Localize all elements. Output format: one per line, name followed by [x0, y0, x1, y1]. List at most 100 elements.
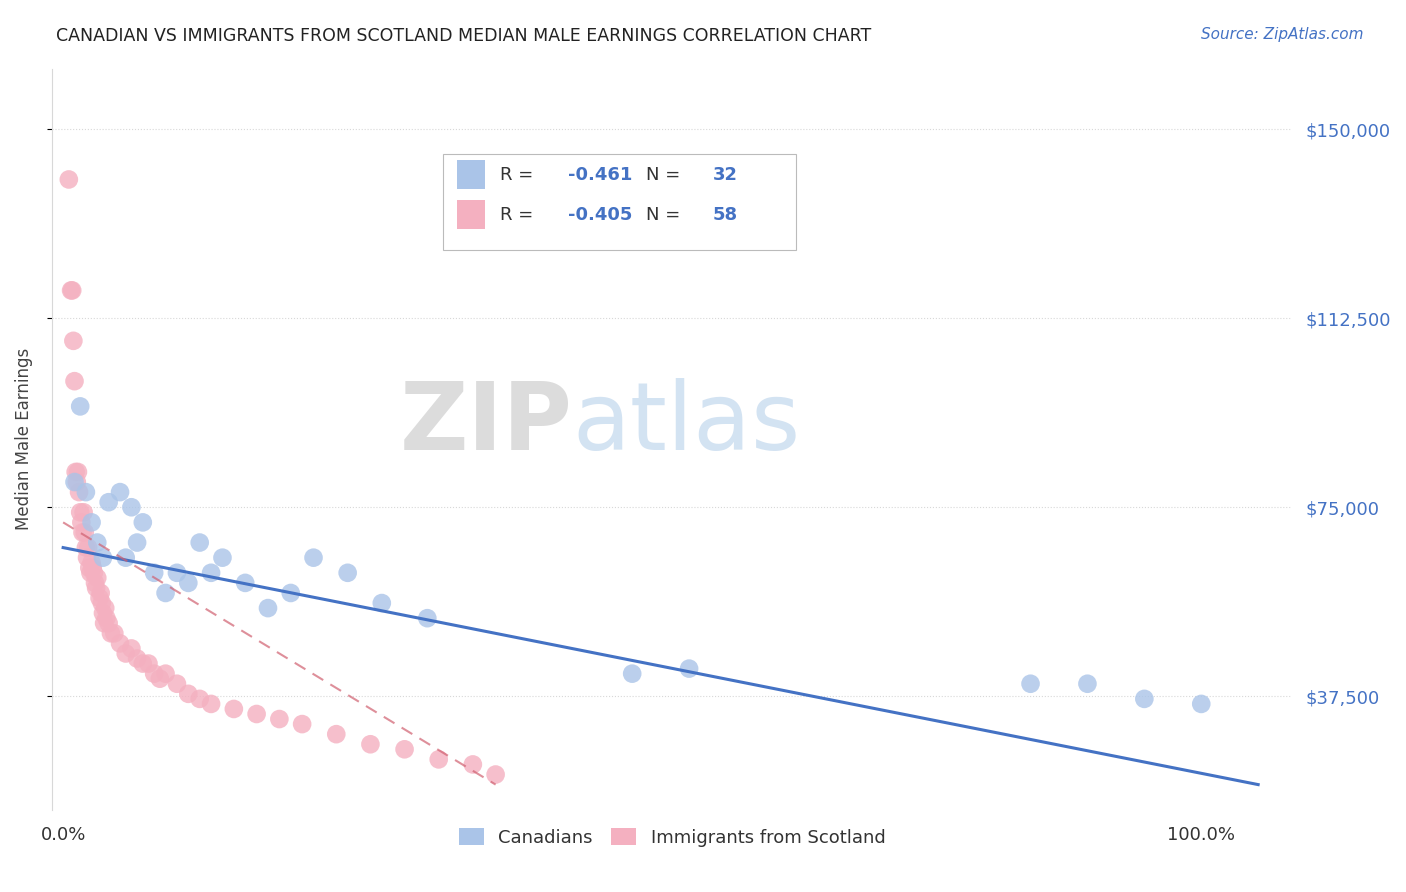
- Point: [108, 636, 131, 650]
- Point: [200, 566, 222, 580]
- Point: [58, 172, 80, 186]
- Point: [1019, 677, 1042, 691]
- Point: [325, 727, 347, 741]
- Point: [394, 742, 416, 756]
- Point: [188, 691, 211, 706]
- Point: [73, 525, 96, 540]
- Point: [155, 586, 177, 600]
- Text: -0.405: -0.405: [568, 205, 633, 224]
- Point: [70, 516, 93, 530]
- Point: [269, 712, 291, 726]
- Point: [60, 284, 83, 298]
- Point: [93, 616, 115, 631]
- Point: [100, 626, 122, 640]
- Point: [138, 657, 160, 671]
- Point: [75, 541, 97, 555]
- Point: [86, 535, 108, 549]
- Point: [177, 687, 200, 701]
- Point: [127, 535, 149, 549]
- Text: ZIP: ZIP: [399, 378, 572, 470]
- Point: [280, 586, 302, 600]
- Point: [1189, 697, 1212, 711]
- Point: [371, 596, 394, 610]
- Point: [86, 571, 108, 585]
- Point: [678, 662, 700, 676]
- Point: [65, 465, 87, 479]
- Point: [1133, 691, 1156, 706]
- Point: [177, 575, 200, 590]
- Point: [336, 566, 359, 580]
- Point: [72, 525, 94, 540]
- Point: [166, 677, 188, 691]
- Point: [83, 566, 105, 580]
- Point: [80, 556, 103, 570]
- Point: [621, 666, 644, 681]
- Point: [69, 505, 91, 519]
- Point: [97, 616, 120, 631]
- Point: [90, 586, 112, 600]
- Point: [143, 666, 166, 681]
- Point: [233, 575, 256, 590]
- Point: [79, 566, 101, 580]
- Point: [149, 672, 172, 686]
- Point: [291, 717, 314, 731]
- Point: [91, 606, 114, 620]
- Point: [66, 465, 89, 479]
- Point: [76, 550, 98, 565]
- Point: [200, 697, 222, 711]
- Point: [132, 657, 155, 671]
- Point: [89, 591, 111, 605]
- Point: [60, 284, 83, 298]
- FancyBboxPatch shape: [457, 201, 485, 228]
- Point: [359, 737, 381, 751]
- Point: [80, 516, 103, 530]
- Point: [416, 611, 439, 625]
- Point: [84, 581, 107, 595]
- Point: [127, 651, 149, 665]
- Point: [63, 475, 86, 489]
- Point: [103, 626, 125, 640]
- Text: R =: R =: [499, 166, 538, 184]
- Point: [120, 641, 142, 656]
- Text: 32: 32: [713, 166, 738, 184]
- FancyBboxPatch shape: [457, 161, 485, 188]
- Point: [69, 400, 91, 414]
- Text: Source: ZipAtlas.com: Source: ZipAtlas.com: [1201, 27, 1364, 42]
- Point: [84, 575, 107, 590]
- Text: R =: R =: [499, 205, 538, 224]
- Point: [257, 601, 280, 615]
- Point: [485, 767, 508, 781]
- Point: [97, 495, 120, 509]
- Point: [302, 550, 325, 565]
- Point: [222, 702, 245, 716]
- Point: [96, 611, 118, 625]
- Y-axis label: Median Male Earnings: Median Male Earnings: [15, 348, 32, 530]
- Point: [1076, 677, 1098, 691]
- Legend: Canadians, Immigrants from Scotland: Canadians, Immigrants from Scotland: [451, 821, 893, 855]
- Text: N =: N =: [645, 166, 686, 184]
- Point: [75, 485, 97, 500]
- FancyBboxPatch shape: [443, 153, 796, 250]
- Point: [63, 374, 86, 388]
- Point: [79, 561, 101, 575]
- Text: atlas: atlas: [572, 378, 801, 470]
- Point: [82, 561, 104, 575]
- Text: -0.461: -0.461: [568, 166, 633, 184]
- Point: [77, 541, 100, 555]
- Point: [132, 516, 155, 530]
- Point: [188, 535, 211, 549]
- Text: N =: N =: [645, 205, 686, 224]
- Point: [108, 485, 131, 500]
- Point: [91, 550, 114, 565]
- Point: [461, 757, 484, 772]
- Point: [72, 505, 94, 519]
- Point: [427, 752, 450, 766]
- Point: [62, 334, 84, 348]
- Point: [90, 596, 112, 610]
- Text: 58: 58: [713, 205, 738, 224]
- Point: [155, 666, 177, 681]
- Point: [120, 500, 142, 515]
- Point: [114, 550, 136, 565]
- Point: [246, 706, 269, 721]
- Point: [143, 566, 166, 580]
